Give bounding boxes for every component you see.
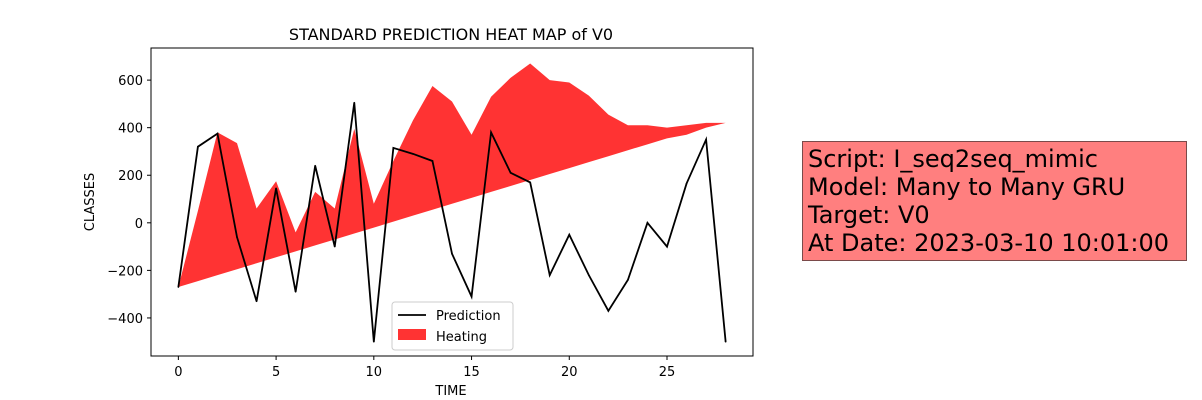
prediction-point	[412, 153, 414, 155]
legend-area-swatch	[398, 329, 426, 340]
x-axis-label: TIME	[434, 384, 466, 399]
prediction-point	[568, 233, 571, 236]
prediction-point	[685, 182, 688, 185]
legend: Prediction Heating	[391, 301, 514, 351]
legend-label-heating: Heating	[436, 330, 487, 345]
prediction-point	[705, 138, 707, 141]
prediction-point	[607, 310, 610, 312]
prediction-point	[470, 295, 473, 298]
prediction-point	[216, 132, 219, 135]
prediction-point	[392, 147, 395, 149]
x-axis: 0 5 10 15 20 25	[174, 356, 675, 380]
prediction-point	[588, 274, 590, 276]
prediction-point	[509, 172, 512, 174]
prediction-point	[177, 286, 180, 288]
legend-label-prediction: Prediction	[436, 309, 501, 324]
info-script: Script: I_seq2seq_mimic	[808, 145, 1098, 173]
prediction-point	[451, 252, 453, 255]
y-tick-label: −200	[107, 264, 143, 279]
heating-area	[178, 63, 726, 288]
prediction-point	[333, 245, 336, 248]
x-tick-label: 20	[561, 365, 578, 380]
y-tick-label: 0	[135, 217, 143, 232]
plot-frame	[150, 47, 754, 357]
prediction-point	[548, 274, 551, 276]
prediction-point	[373, 340, 375, 343]
prediction-point	[236, 236, 238, 238]
prediction-point	[294, 290, 297, 293]
x-tick-label: 15	[463, 365, 480, 380]
prediction-point	[255, 300, 258, 303]
x-tick-label: 0	[174, 365, 182, 380]
y-tick-label: −400	[107, 312, 143, 327]
x-tick-label: 10	[366, 365, 383, 380]
info-model: Model: Many to Many GRU	[808, 173, 1126, 201]
prediction-point	[646, 222, 649, 224]
prediction-point	[666, 245, 668, 248]
prediction-point	[314, 164, 316, 167]
prediction-point	[490, 131, 492, 134]
prediction-point	[275, 187, 277, 190]
prediction-point	[627, 279, 629, 281]
prediction-point	[197, 145, 199, 148]
y-tick-label: 600	[118, 74, 143, 89]
x-tick-label: 5	[272, 365, 280, 380]
info-date: At Date: 2023-03-10 10:01:00	[808, 229, 1170, 257]
chart-title: STANDARD PREDICTION HEAT MAP of V0	[289, 25, 613, 44]
y-tick-label: 200	[118, 169, 143, 184]
prediction-point	[431, 160, 434, 162]
prediction-point	[529, 181, 531, 184]
y-tick-label: 400	[118, 122, 143, 137]
plot-area	[177, 63, 727, 343]
x-tick-label: 25	[659, 365, 676, 380]
y-axis: −400 −200 0 200 400 600	[107, 74, 151, 327]
prediction-point	[724, 340, 727, 343]
y-axis-label: CLASSES	[83, 173, 98, 231]
info-target: Target: V0	[808, 201, 930, 229]
info-box: Script: I_seq2seq_mimic Model: Many to M…	[802, 141, 1187, 261]
prediction-point	[353, 101, 356, 104]
